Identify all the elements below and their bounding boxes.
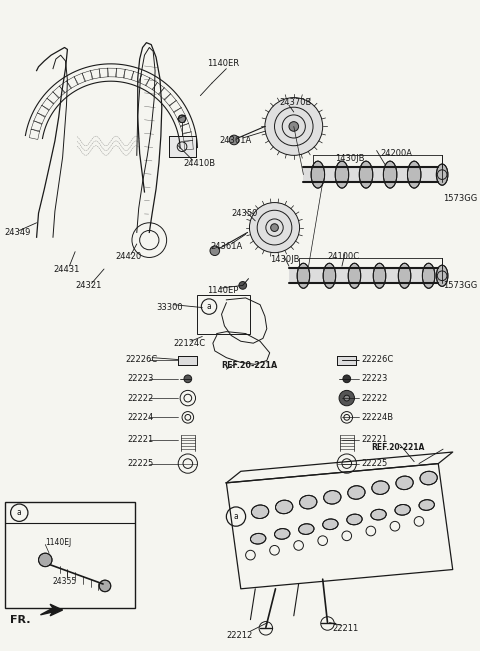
- Text: 24420: 24420: [116, 252, 142, 261]
- Ellipse shape: [436, 164, 448, 186]
- Circle shape: [250, 202, 300, 253]
- Circle shape: [339, 391, 354, 406]
- Text: a: a: [234, 512, 239, 521]
- Text: 22224: 22224: [127, 413, 154, 422]
- Ellipse shape: [398, 263, 411, 288]
- Ellipse shape: [396, 476, 413, 490]
- Bar: [337, 355, 356, 365]
- Text: 24361A: 24361A: [210, 242, 242, 251]
- Text: 24431: 24431: [53, 264, 79, 273]
- Text: FR.: FR.: [10, 615, 30, 625]
- Ellipse shape: [275, 529, 290, 539]
- Ellipse shape: [251, 533, 266, 544]
- Text: 22212: 22212: [227, 631, 252, 639]
- Ellipse shape: [276, 500, 293, 514]
- Text: 1430JB: 1430JB: [335, 154, 365, 163]
- Ellipse shape: [311, 161, 324, 188]
- Circle shape: [210, 246, 220, 256]
- Ellipse shape: [348, 486, 365, 499]
- Text: 22211: 22211: [332, 624, 359, 633]
- Ellipse shape: [323, 263, 336, 288]
- Text: 24355: 24355: [53, 577, 77, 586]
- Text: 24410B: 24410B: [183, 159, 215, 167]
- Bar: [168, 136, 195, 158]
- Bar: [337, 355, 356, 365]
- Circle shape: [239, 281, 247, 289]
- Ellipse shape: [300, 495, 317, 509]
- Text: 1140EP: 1140EP: [207, 286, 239, 295]
- Text: 1430JB: 1430JB: [270, 255, 299, 264]
- Bar: [178, 355, 197, 365]
- Text: 24350: 24350: [231, 209, 258, 217]
- Circle shape: [184, 375, 192, 383]
- Bar: [168, 136, 195, 158]
- Text: 24321: 24321: [75, 281, 101, 290]
- Text: 22225: 22225: [361, 459, 387, 468]
- Ellipse shape: [408, 161, 421, 188]
- Circle shape: [229, 135, 239, 145]
- Circle shape: [289, 122, 299, 132]
- Text: 24370B: 24370B: [279, 98, 312, 107]
- Ellipse shape: [419, 500, 434, 510]
- Ellipse shape: [371, 509, 386, 520]
- Text: 22223: 22223: [361, 374, 387, 383]
- Ellipse shape: [422, 263, 435, 288]
- Text: REF.20-221A: REF.20-221A: [371, 443, 424, 452]
- Text: 22222: 22222: [127, 394, 154, 402]
- Circle shape: [38, 553, 52, 566]
- Circle shape: [178, 115, 186, 122]
- Ellipse shape: [323, 519, 338, 530]
- Circle shape: [271, 224, 278, 232]
- Text: 22221: 22221: [361, 435, 387, 444]
- Ellipse shape: [324, 491, 341, 504]
- Text: REF.20-221A: REF.20-221A: [222, 361, 278, 370]
- Text: 33300: 33300: [156, 303, 183, 312]
- Ellipse shape: [420, 471, 437, 485]
- Text: a: a: [207, 302, 211, 311]
- Ellipse shape: [360, 161, 373, 188]
- Text: 1140ER: 1140ER: [207, 59, 239, 68]
- Text: 24100C: 24100C: [327, 252, 360, 261]
- Text: 24361A: 24361A: [220, 137, 252, 145]
- Circle shape: [265, 98, 323, 156]
- Bar: [289, 268, 438, 283]
- Ellipse shape: [297, 263, 310, 288]
- Text: 22221: 22221: [127, 435, 154, 444]
- Text: a: a: [17, 508, 22, 517]
- Text: 22124C: 22124C: [173, 339, 205, 348]
- Text: 22226C: 22226C: [361, 355, 394, 364]
- Text: 1573GG: 1573GG: [443, 194, 477, 203]
- Polygon shape: [40, 604, 62, 616]
- Ellipse shape: [373, 263, 386, 288]
- Text: 24349: 24349: [5, 228, 31, 237]
- Circle shape: [343, 375, 350, 383]
- Ellipse shape: [436, 265, 448, 286]
- Ellipse shape: [384, 161, 397, 188]
- Text: 22225: 22225: [127, 459, 154, 468]
- Ellipse shape: [372, 481, 389, 494]
- Ellipse shape: [347, 514, 362, 525]
- Ellipse shape: [348, 263, 361, 288]
- Circle shape: [99, 580, 111, 592]
- Bar: [5, 502, 135, 608]
- Ellipse shape: [299, 524, 314, 534]
- Ellipse shape: [395, 505, 410, 515]
- Text: 22222: 22222: [361, 394, 387, 402]
- Text: 22224B: 22224B: [361, 413, 393, 422]
- Bar: [178, 355, 197, 365]
- Text: 1573GG: 1573GG: [443, 281, 477, 290]
- Text: 22223: 22223: [127, 374, 154, 383]
- Ellipse shape: [252, 505, 269, 518]
- Text: 22226C: 22226C: [125, 355, 157, 364]
- Ellipse shape: [335, 161, 348, 188]
- Circle shape: [344, 395, 349, 401]
- Text: 24200A: 24200A: [381, 149, 412, 158]
- Bar: [197, 295, 251, 333]
- Bar: [303, 167, 438, 182]
- Text: 1140EJ: 1140EJ: [45, 538, 72, 547]
